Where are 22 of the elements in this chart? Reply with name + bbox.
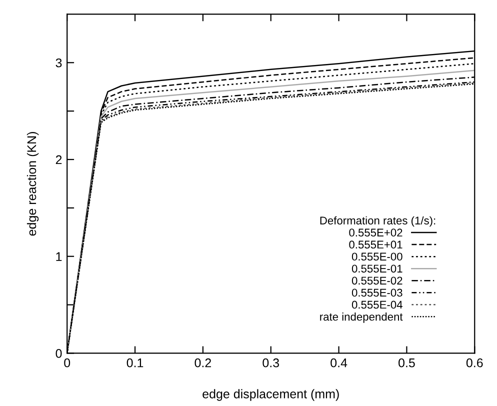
legend-label: 0.555E-03 [352, 288, 402, 297]
legend-label: 0.555E+02 [349, 228, 402, 237]
x-tick-label: 0.5 [398, 358, 415, 368]
y-tick-label: 1 [56, 252, 62, 261]
legend-title: Deformation rates (1/s): [320, 216, 436, 227]
legend-label: 0.555E+01 [349, 240, 402, 249]
legend-label: 0.555E-01 [352, 264, 402, 273]
x-tick-label: 0.6 [466, 358, 483, 368]
x-tick-label: 0.1 [126, 358, 144, 368]
x-tick-label: 0 [64, 358, 70, 368]
x-axis-title: edge displacement (mm) [202, 389, 339, 401]
legend-label: 0.555E-02 [352, 276, 402, 285]
x-tick-label: 0.2 [194, 358, 212, 368]
y-tick-label: 3 [56, 58, 62, 68]
x-tick-label: 0.3 [262, 358, 280, 368]
y-axis-title: edge reaction (KN) [26, 132, 39, 236]
legend-label: 0.555E-04 [352, 300, 402, 309]
legend-label: rate independent [320, 312, 403, 323]
y-tick-label: 2 [56, 155, 62, 164]
x-tick-label: 0.4 [330, 358, 348, 368]
legend-label: 0.555E-00 [352, 252, 402, 261]
y-tick-label: 0 [56, 349, 62, 358]
